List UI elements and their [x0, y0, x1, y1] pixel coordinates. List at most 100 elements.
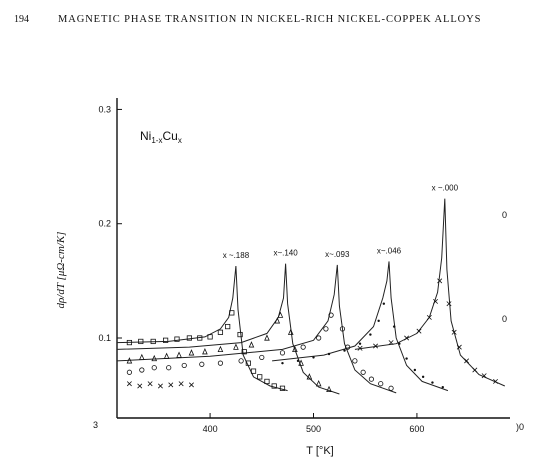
data-point-dot	[382, 302, 386, 305]
data-point-cross	[456, 344, 462, 350]
x-tick-label: 600	[409, 424, 424, 434]
data-point-dot	[392, 325, 396, 328]
data-point-circle	[238, 358, 244, 364]
data-point-dot	[369, 333, 372, 336]
data-point-cross	[188, 382, 194, 388]
data-point-triangle	[292, 345, 298, 353]
fit-curve-5	[354, 198, 506, 387]
data-point-triangle	[163, 352, 170, 359]
fit-curve-3	[116, 264, 397, 394]
fit-curve-2	[116, 263, 340, 395]
data-point-circle	[217, 360, 224, 366]
data-point-triangle	[126, 357, 133, 364]
chart-title: Ni1-xCux	[140, 129, 182, 145]
axis-ticks: 400 500 600 0.1 0.2 0.3	[98, 104, 424, 434]
data-point-dot	[377, 319, 380, 323]
right-edge-label-2: 0	[502, 314, 507, 324]
data-point-dot	[296, 359, 300, 363]
data-point-circle	[300, 344, 306, 350]
data-points	[126, 278, 499, 393]
plot-frame	[116, 98, 510, 419]
data-point-cross	[168, 382, 174, 388]
data-point-circle	[259, 354, 265, 361]
data-point-square	[197, 335, 203, 341]
data-point-triangle	[202, 348, 208, 355]
data-point-circle	[328, 312, 334, 318]
y-tick-label: 0.1	[98, 333, 111, 343]
series-label-2: x~.140	[273, 249, 298, 258]
y-tick-label: 0.2	[98, 219, 111, 229]
y-tick-label: 0.3	[98, 104, 111, 114]
data-point-triangle	[306, 373, 313, 380]
data-point-circle	[181, 362, 187, 369]
y-axis-label: dρ/dT [μΩ-cm/K]	[55, 232, 67, 309]
data-point-cross	[373, 343, 379, 349]
data-point-square	[225, 323, 231, 330]
data-point-cross	[472, 367, 478, 373]
data-point-circle	[151, 365, 157, 371]
data-point-dot	[398, 342, 401, 345]
page-number: 194	[14, 14, 29, 25]
data-point-circle	[360, 369, 366, 375]
data-point-square	[237, 331, 243, 338]
data-point-triangle	[151, 354, 158, 362]
data-point-square	[207, 334, 213, 340]
data-point-square	[126, 339, 133, 346]
data-point-square	[250, 368, 257, 374]
data-point-circle	[388, 385, 394, 391]
data-point-cross	[433, 298, 439, 304]
data-point-circle	[126, 369, 133, 375]
running-header: MAGNETIC PHASE TRANSITION IN NICKEL-RICH…	[58, 14, 482, 25]
series-label-3: x~.093	[325, 250, 350, 259]
x-tick-label: 400	[203, 424, 218, 434]
x-axis-label: T [°K]	[306, 445, 333, 457]
data-point-triangle	[233, 343, 239, 350]
data-point-cross	[481, 373, 487, 379]
data-point-cross	[446, 301, 452, 307]
series-label-5: x ~.000	[432, 184, 459, 193]
data-point-dot	[405, 357, 408, 360]
data-point-dot	[431, 381, 434, 384]
data-point-cross	[416, 328, 422, 334]
data-point-cross	[126, 381, 132, 387]
data-point-square	[150, 338, 156, 345]
data-point-circle	[316, 335, 322, 341]
data-point-triangle	[188, 349, 195, 356]
fit-curve-4	[272, 261, 449, 392]
data-point-triangle	[264, 334, 270, 341]
data-point-triangle	[326, 385, 332, 393]
data-point-square	[138, 338, 144, 345]
data-point-square	[264, 378, 270, 385]
data-point-triangle	[315, 380, 322, 387]
data-point-dot	[441, 385, 444, 389]
data-point-cross	[464, 358, 470, 364]
data-point-triangle	[277, 311, 284, 318]
data-point-triangle	[248, 341, 255, 348]
data-point-square	[279, 385, 286, 391]
data-point-square	[217, 329, 224, 335]
data-point-cross	[157, 383, 163, 389]
series-label-4: x~.046	[377, 246, 402, 255]
data-point-cross	[451, 329, 457, 335]
data-point-dot	[281, 361, 284, 365]
data-point-circle	[323, 326, 329, 332]
data-point-circle	[166, 365, 172, 371]
series-label-1: x ~.188	[223, 251, 250, 260]
data-point-triangle	[287, 328, 294, 335]
data-point-circle	[339, 326, 346, 332]
data-point-circle	[279, 350, 286, 356]
data-point-dot	[421, 375, 425, 379]
data-point-circle	[352, 358, 358, 364]
data-point-square	[186, 335, 192, 341]
data-point-triangle	[139, 353, 145, 361]
y-bottom-label: 3	[93, 420, 98, 430]
fit-curves	[116, 198, 506, 395]
data-point-dot	[358, 342, 362, 345]
data-point-circle	[199, 361, 205, 367]
data-point-square	[241, 349, 247, 355]
data-point-dot	[343, 349, 346, 352]
data-point-cross	[493, 378, 499, 384]
fit-curve-1	[116, 265, 288, 392]
data-point-triangle	[298, 359, 304, 366]
